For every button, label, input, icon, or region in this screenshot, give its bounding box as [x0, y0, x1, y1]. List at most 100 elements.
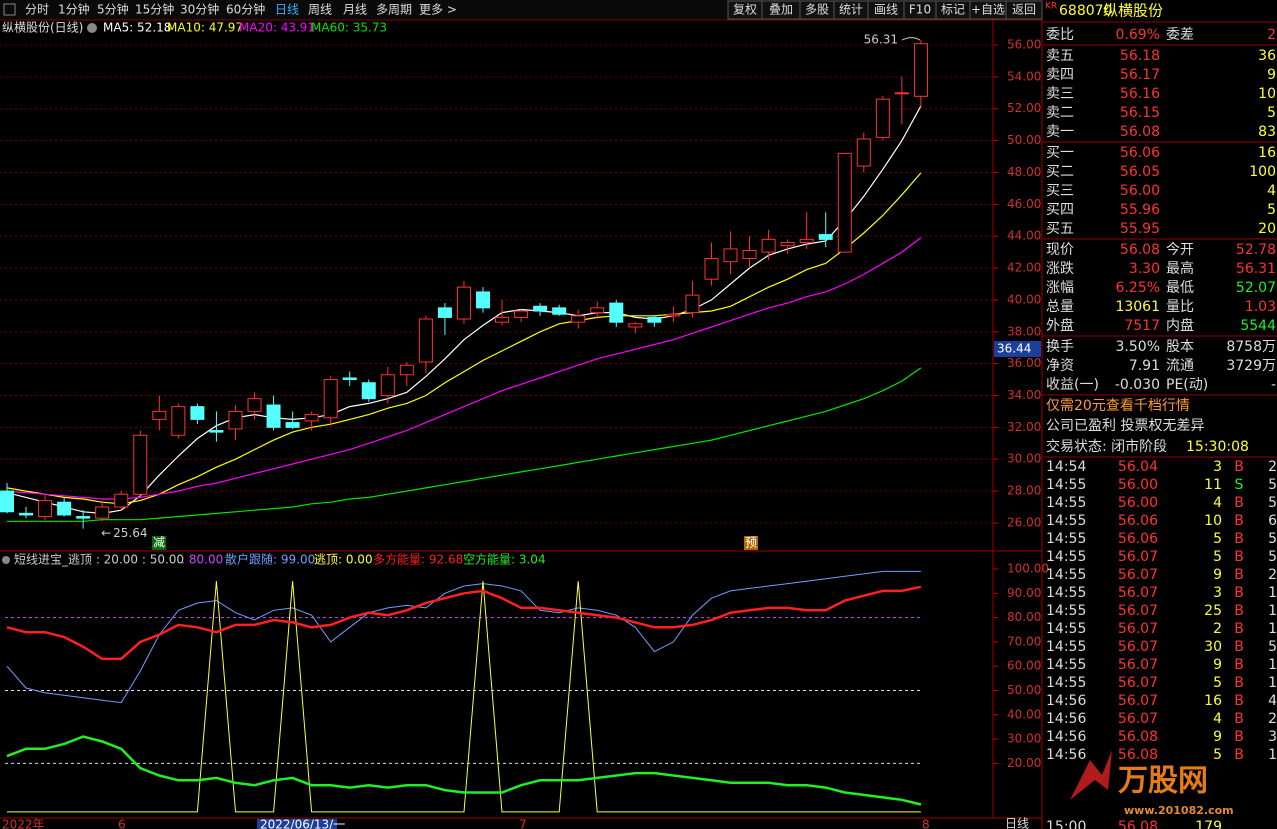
cell: 1 — [1268, 603, 1277, 619]
cell: B — [1234, 693, 1244, 709]
cell: 14:55 — [1046, 675, 1086, 691]
chart-title: 纵横股份(日线) — [2, 21, 83, 35]
low-annotation: 25.64 — [113, 526, 147, 540]
y-tick-label: 32.00 — [1007, 420, 1041, 434]
cell: 内盘 — [1166, 317, 1194, 334]
cell: B — [1234, 729, 1244, 745]
cell: 56.15 — [1120, 105, 1160, 121]
cell: 4 — [1267, 183, 1276, 199]
y-tick-label: 70.00 — [1007, 634, 1041, 648]
period-tab[interactable]: 多周期 — [376, 3, 412, 17]
cell: 14:55 — [1046, 567, 1086, 583]
candle-body — [19, 512, 34, 516]
cell: 最高 — [1166, 260, 1194, 277]
date-highlight — [257, 819, 337, 829]
cell: 14:54 — [1046, 459, 1086, 475]
cell: 总量 — [1046, 299, 1074, 315]
cell: 9 — [1213, 657, 1222, 673]
cell: 56.17 — [1120, 67, 1160, 83]
candle-body — [133, 434, 148, 495]
cell: 1 — [1268, 621, 1277, 637]
cell: 56.04 — [1118, 459, 1158, 475]
y-tick-label: 20.00 — [1007, 756, 1041, 770]
y-tick-label: 38.00 — [1007, 324, 1041, 338]
y-tick-label: 90.00 — [1007, 586, 1041, 600]
cell: 14:55 — [1046, 477, 1086, 493]
cell: 3 — [1268, 729, 1277, 745]
tool-label: 统计 — [839, 3, 863, 17]
cell: - — [1271, 377, 1276, 393]
x-label: 2022/06/13/一 — [260, 818, 345, 829]
period-tab[interactable]: 60分钟 — [226, 2, 265, 17]
indicator-legend: 逃顶: 0.00 — [314, 553, 373, 567]
cell: 179 — [1195, 819, 1222, 829]
y-tick-label: 36.00 — [1007, 356, 1041, 370]
notice[interactable]: 仅需20元查看千档行情 — [1046, 398, 1190, 414]
cell: B — [1234, 657, 1244, 673]
candle-body — [38, 500, 53, 518]
cell: 52.07 — [1236, 280, 1276, 296]
cell: 量比 — [1166, 299, 1194, 315]
cell: 56.07 — [1118, 639, 1158, 655]
cell: 14:55 — [1046, 639, 1086, 655]
cell: 20 — [1258, 221, 1276, 237]
candle-body — [437, 307, 452, 318]
period-tab[interactable]: 日线 — [275, 3, 299, 17]
cell: 56.07 — [1118, 657, 1158, 673]
cell: 9 — [1213, 567, 1222, 583]
tool-button[interactable] — [1005, 0, 1043, 20]
candle-body — [837, 152, 852, 253]
cell: 36 — [1258, 48, 1276, 64]
period-tab[interactable]: 1分钟 — [58, 2, 90, 17]
tool-label: +自选 — [971, 3, 1005, 17]
cell: 14:56 — [1046, 747, 1086, 763]
candle-body — [0, 490, 14, 513]
cell: 6 — [1268, 513, 1277, 529]
cell: 现价 — [1046, 242, 1074, 258]
settings-icon[interactable] — [2, 556, 10, 564]
period-tab[interactable]: 15分钟 — [135, 2, 174, 17]
menu-icon[interactable] — [3, 3, 16, 16]
cell: 换手 — [1046, 338, 1074, 355]
candle-body — [571, 315, 586, 323]
indicator-legend: 空方能量: 3.04 — [463, 552, 546, 567]
ma-line — [7, 367, 922, 522]
cell: 1.03 — [1245, 299, 1276, 315]
cell: 0.69% — [1116, 27, 1160, 43]
tool-label: F10 — [909, 3, 931, 17]
period-tab[interactable]: 月线 — [343, 3, 367, 17]
candle-body — [361, 382, 376, 400]
stock-code: 688070 — [1059, 3, 1112, 19]
candle-body — [742, 250, 757, 259]
candle-body — [875, 98, 890, 138]
cell: B — [1234, 603, 1244, 619]
cell: 52.78 — [1236, 242, 1276, 258]
cell: 14:55 — [1046, 531, 1086, 547]
candle-body — [247, 398, 262, 412]
cell: 1 — [1268, 657, 1277, 673]
cell: 56.07 — [1118, 693, 1158, 709]
cursor-price-box — [994, 341, 1041, 357]
period-tab[interactable]: 30分钟 — [180, 2, 219, 17]
cell: 买五 — [1046, 221, 1074, 237]
cell: 涨跌 — [1046, 261, 1074, 277]
cell: 卖二 — [1046, 105, 1074, 121]
candle-body — [209, 430, 224, 433]
ma-legend: MA10: 47.97 — [167, 21, 243, 35]
cell: 流通 — [1166, 358, 1194, 374]
x-label: 6 — [118, 818, 126, 829]
period-tab[interactable]: 5分钟 — [97, 2, 129, 17]
cell: 56.07 — [1118, 585, 1158, 601]
cell: 83 — [1258, 124, 1276, 140]
cell: 14:56 — [1046, 729, 1086, 745]
cell: 100 — [1249, 164, 1276, 180]
period-tab[interactable]: 分时 — [25, 3, 49, 17]
period-tab[interactable]: 周线 — [308, 3, 332, 17]
settings-icon[interactable] — [87, 23, 97, 33]
indicator-legend: : 80.00 — [181, 553, 223, 567]
period-tab[interactable]: 更多 > — [419, 3, 457, 17]
cell: B — [1234, 549, 1244, 565]
cell: 4 — [1268, 693, 1277, 709]
